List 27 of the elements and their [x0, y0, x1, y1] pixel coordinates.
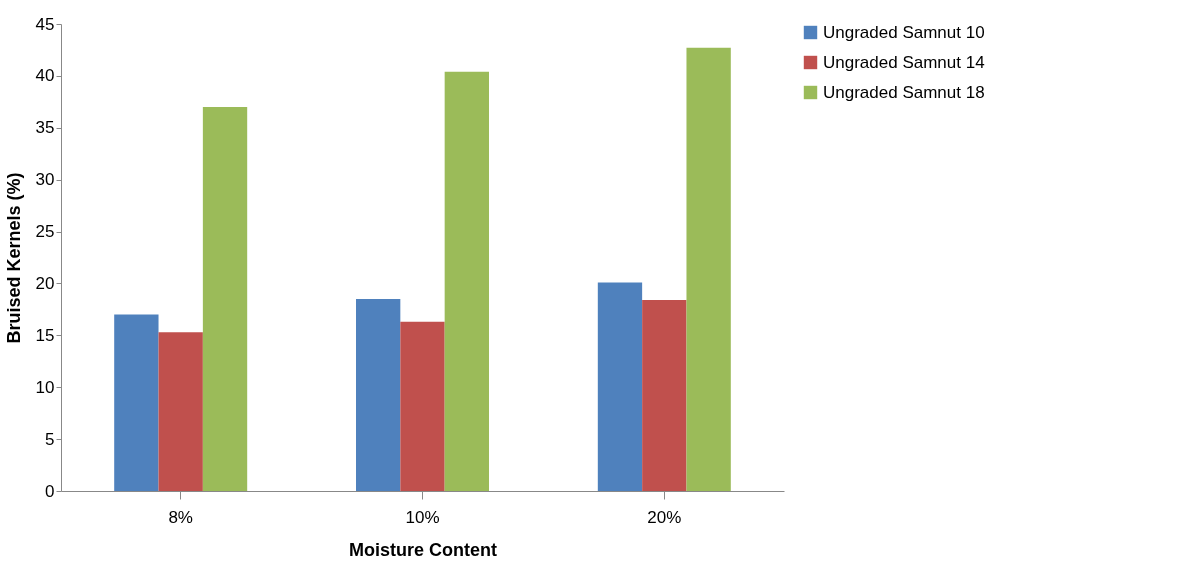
y-tick-label: 5	[45, 429, 55, 449]
x-tick-label: 8%	[168, 507, 193, 527]
y-tick-label: 15	[35, 325, 55, 345]
bar	[642, 300, 687, 491]
y-tick-label: 35	[35, 118, 55, 138]
bar	[444, 71, 489, 491]
x-tick-label: 20%	[647, 507, 682, 527]
bar	[597, 282, 643, 491]
bar	[356, 299, 401, 491]
x-tick-label: 10%	[405, 507, 440, 527]
legend-label: Ungraded Samnut 10	[823, 22, 985, 42]
y-tick-label: 10	[35, 377, 55, 397]
bar	[158, 332, 203, 491]
x-axis-title: Moisture Content	[349, 539, 497, 560]
y-axis-title: Bruised Kernels (%)	[3, 172, 24, 344]
bar	[114, 314, 159, 491]
y-tick-label: 20	[35, 273, 55, 293]
y-tick-label: 0	[45, 481, 55, 501]
y-tick-label: 25	[35, 222, 55, 242]
bar	[202, 107, 248, 491]
y-tick-label: 45	[35, 14, 55, 34]
legend-label: Ungraded Samnut 18	[823, 82, 985, 102]
bar	[686, 47, 731, 491]
y-tick-label: 30	[35, 170, 55, 190]
bar	[400, 321, 445, 491]
y-tick-label: 40	[35, 66, 55, 86]
legend-label: Ungraded Samnut 14	[823, 52, 985, 72]
